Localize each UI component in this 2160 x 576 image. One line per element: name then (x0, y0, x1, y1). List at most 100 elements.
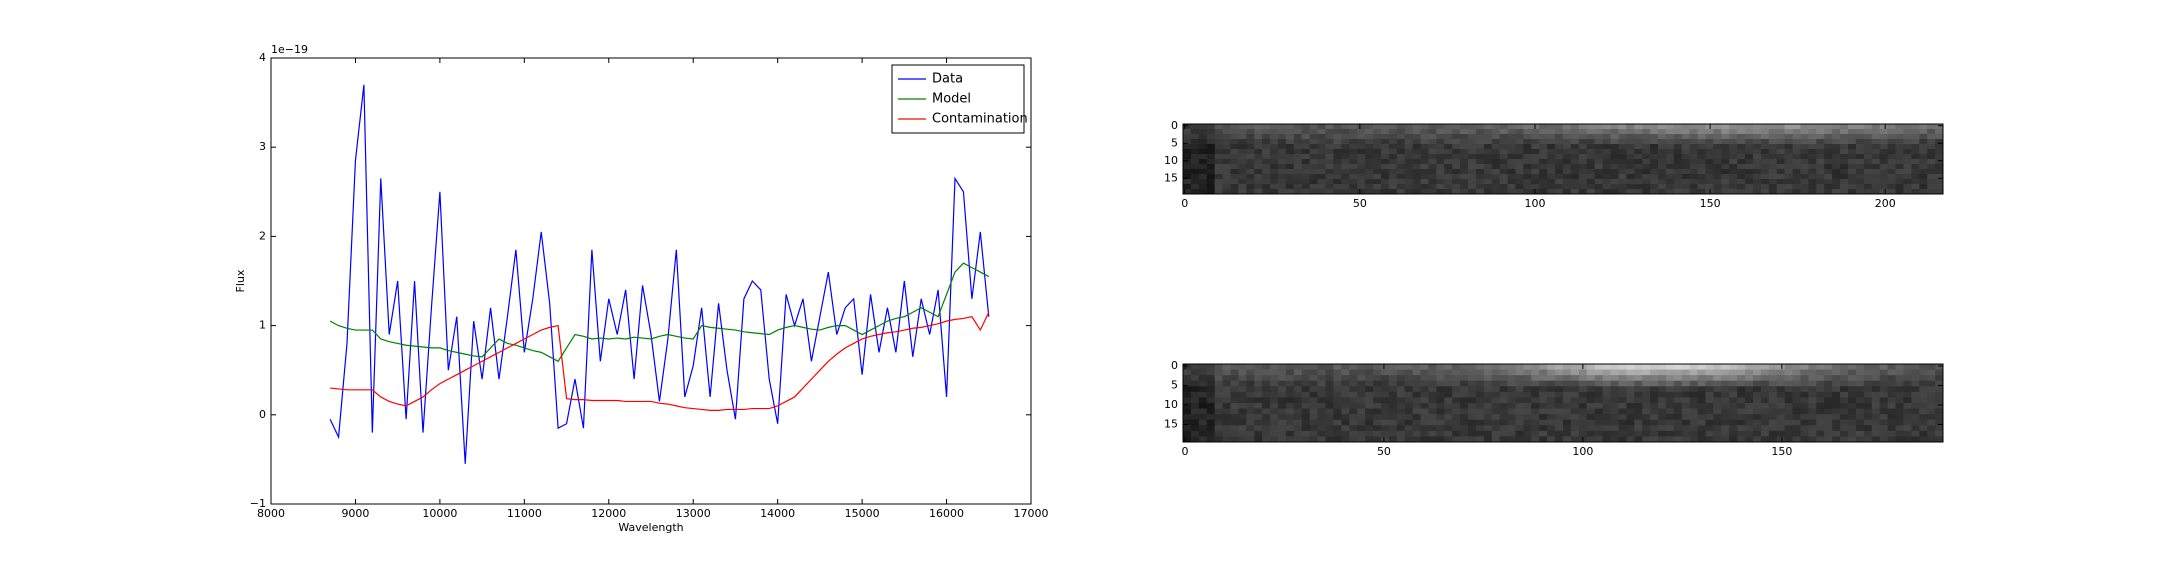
image-pixel (1673, 169, 1683, 175)
image-pixel (1412, 179, 1421, 185)
image-pixel (1404, 134, 1414, 140)
x-tick-label: 100 (1572, 445, 1593, 458)
image-pixel (1792, 364, 1801, 371)
image-pixel (1555, 159, 1564, 165)
image-pixel (1214, 414, 1224, 421)
image-pixel (1214, 149, 1224, 155)
image-pixel (1555, 129, 1564, 135)
image-pixel (1800, 144, 1809, 150)
image-pixel (1515, 189, 1524, 195)
image-pixel (1539, 149, 1548, 155)
image-pixel (1214, 159, 1224, 165)
image-pixel (1903, 154, 1912, 160)
image-pixel (1475, 139, 1485, 145)
image-pixel (1776, 139, 1786, 145)
image-pixel (1428, 124, 1437, 130)
image-pixel (1808, 139, 1817, 145)
image-pixel (1254, 414, 1263, 421)
image-pixel (1895, 436, 1904, 443)
image-pixel (1301, 386, 1311, 393)
image-pixel (1349, 403, 1358, 410)
image-pixel (1753, 179, 1762, 185)
image-pixel (1396, 375, 1406, 382)
image-pixel (1531, 369, 1540, 376)
image-pixel (1396, 129, 1406, 135)
image-pixel (1855, 425, 1865, 432)
image-pixel (1436, 144, 1445, 150)
image-pixel (1721, 169, 1730, 175)
image-pixel (1206, 375, 1216, 382)
image-pixel (1848, 124, 1857, 130)
image-pixel (1190, 189, 1200, 195)
image-pixel (1436, 364, 1445, 371)
image-pixel (1531, 159, 1540, 165)
image-pixel (1483, 397, 1493, 404)
image-pixel (1349, 364, 1358, 371)
image-pixel (1784, 436, 1794, 443)
image-pixel (1721, 134, 1730, 140)
image-pixel (1428, 164, 1437, 170)
image-pixel (1539, 369, 1548, 376)
image-pixel (1895, 397, 1904, 404)
image-pixel (1737, 397, 1746, 404)
image-pixel (1570, 154, 1580, 160)
image-pixel (1689, 189, 1699, 195)
image-pixel (1760, 425, 1770, 432)
image-pixel (1570, 375, 1580, 382)
image-pixel (1491, 149, 1501, 155)
image-pixel (1475, 397, 1485, 404)
image-pixel (1365, 144, 1374, 150)
image-pixel (1547, 184, 1556, 190)
image-pixel (1365, 425, 1374, 432)
image-pixel (1317, 391, 1326, 398)
image-pixel (1278, 169, 1287, 175)
image-pixel (1270, 124, 1279, 130)
image-pixel (1911, 159, 1920, 165)
image-pixel (1760, 164, 1770, 170)
image-pixel (1673, 179, 1683, 185)
image-pixel (1792, 179, 1801, 185)
image-pixel (1594, 419, 1604, 426)
image-pixel (1190, 419, 1200, 426)
image-pixel (1396, 386, 1406, 393)
image-pixel (1190, 408, 1200, 415)
image-pixel (1602, 124, 1611, 130)
image-pixel (1840, 391, 1849, 398)
image-pixel (1238, 179, 1247, 185)
image-pixel (1911, 129, 1920, 135)
image-pixel (1650, 159, 1659, 165)
image-pixel (1673, 386, 1683, 393)
image-pixel (1745, 436, 1754, 443)
image-pixel (1499, 430, 1509, 437)
image-pixel (1768, 164, 1778, 170)
image-pixel (1515, 169, 1524, 175)
image-pixel (1531, 184, 1540, 190)
image-pixel (1911, 425, 1920, 432)
image-pixel (1848, 364, 1857, 371)
image-pixel (1468, 134, 1477, 140)
image-pixel (1499, 408, 1509, 415)
image-pixel (1650, 414, 1659, 421)
image-pixel (1658, 129, 1667, 135)
image-pixel (1618, 184, 1627, 190)
image-pixel (1396, 414, 1406, 421)
image-pixel (1460, 144, 1469, 150)
image-pixel (1190, 380, 1200, 387)
image-pixel (1333, 144, 1342, 150)
image-pixel (1412, 134, 1421, 140)
image-pixel (1705, 179, 1714, 185)
image-pixel (1412, 403, 1421, 410)
image-pixel (1444, 408, 1453, 415)
image-pixel (1911, 184, 1920, 190)
image-pixel (1523, 164, 1532, 170)
image-pixel (1808, 369, 1817, 376)
image-pixel (1737, 375, 1746, 382)
image-pixel (1238, 414, 1247, 421)
image-pixel (1555, 169, 1564, 175)
image-pixel (1673, 408, 1683, 415)
image-pixel (1935, 380, 1944, 387)
image-pixel (1301, 403, 1311, 410)
image-pixel (1539, 386, 1548, 393)
image-pixel (1650, 129, 1659, 135)
image-pixel (1729, 179, 1738, 185)
